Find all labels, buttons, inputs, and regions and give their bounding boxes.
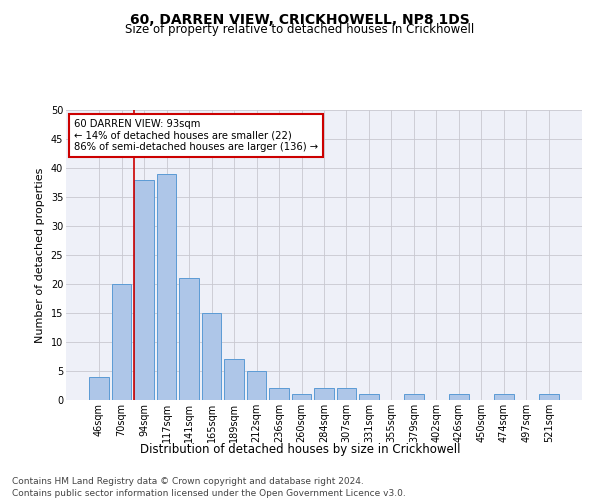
Text: 60, DARREN VIEW, CRICKHOWELL, NP8 1DS: 60, DARREN VIEW, CRICKHOWELL, NP8 1DS bbox=[130, 12, 470, 26]
Bar bbox=[314, 388, 334, 400]
Bar bbox=[539, 394, 559, 400]
Bar bbox=[292, 394, 311, 400]
Bar bbox=[134, 180, 154, 400]
Bar bbox=[224, 360, 244, 400]
Bar bbox=[179, 278, 199, 400]
Text: Contains public sector information licensed under the Open Government Licence v3: Contains public sector information licen… bbox=[12, 489, 406, 498]
Bar bbox=[269, 388, 289, 400]
Text: Contains HM Land Registry data © Crown copyright and database right 2024.: Contains HM Land Registry data © Crown c… bbox=[12, 478, 364, 486]
Y-axis label: Number of detached properties: Number of detached properties bbox=[35, 168, 45, 342]
Bar bbox=[89, 377, 109, 400]
Text: Distribution of detached houses by size in Crickhowell: Distribution of detached houses by size … bbox=[140, 442, 460, 456]
Bar bbox=[247, 371, 266, 400]
Bar bbox=[202, 313, 221, 400]
Text: Size of property relative to detached houses in Crickhowell: Size of property relative to detached ho… bbox=[125, 22, 475, 36]
Bar bbox=[494, 394, 514, 400]
Bar bbox=[449, 394, 469, 400]
Bar bbox=[157, 174, 176, 400]
Text: 60 DARREN VIEW: 93sqm
← 14% of detached houses are smaller (22)
86% of semi-deta: 60 DARREN VIEW: 93sqm ← 14% of detached … bbox=[74, 118, 318, 152]
Bar bbox=[359, 394, 379, 400]
Bar bbox=[112, 284, 131, 400]
Bar bbox=[404, 394, 424, 400]
Bar bbox=[337, 388, 356, 400]
